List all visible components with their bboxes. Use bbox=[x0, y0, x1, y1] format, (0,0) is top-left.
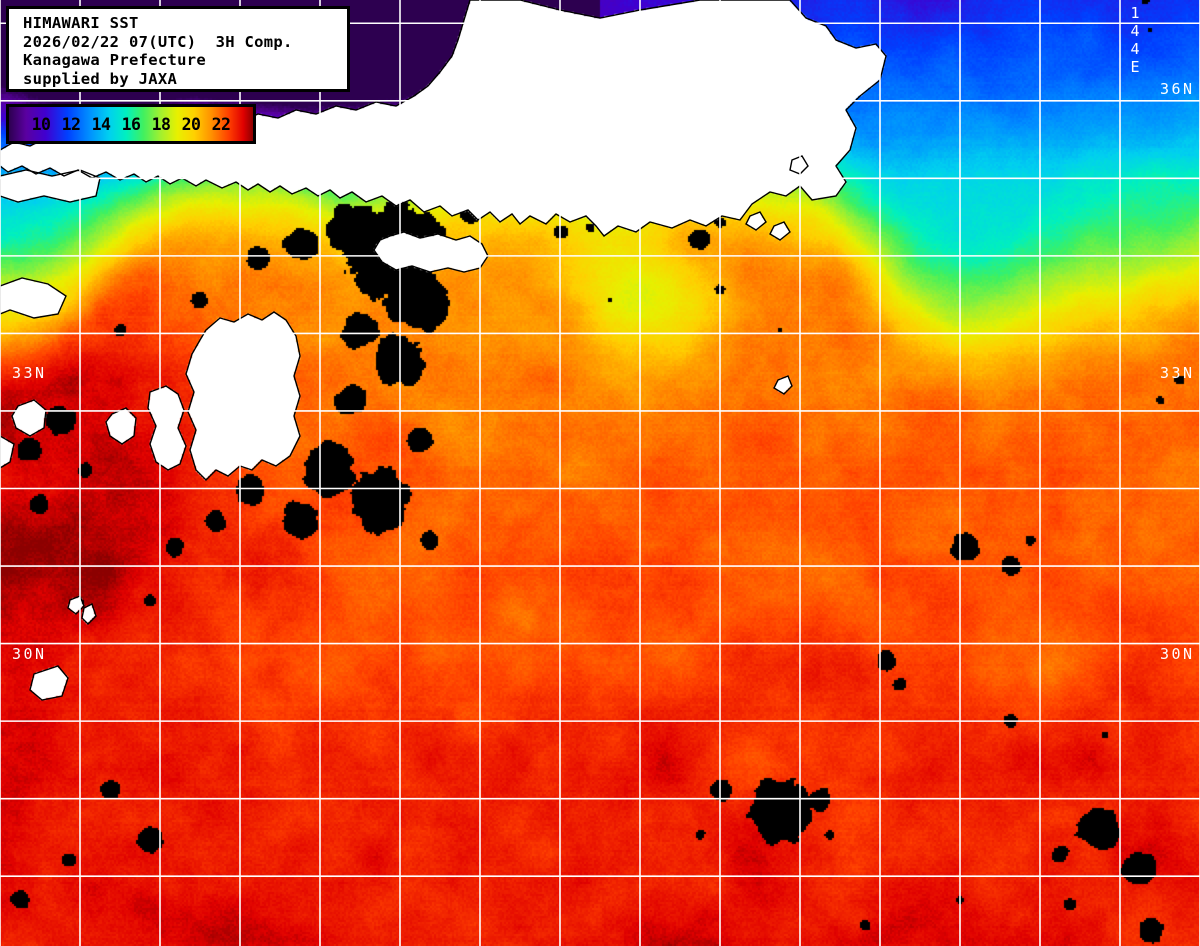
colorbar-tick: 12 bbox=[61, 114, 81, 134]
colorbar-tick: 18 bbox=[151, 114, 171, 134]
sst-colorbar: 10 12 14 16 18 20 22 bbox=[6, 104, 256, 144]
title-line-product: HIMAWARI SST bbox=[23, 14, 139, 32]
title-line-datetime: 2026/02/22 07(UTC) 3H Comp. bbox=[23, 32, 293, 51]
colorbar-tick: 16 bbox=[121, 114, 141, 134]
legend-title-box: HIMAWARI SST 2026/02/22 07(UTC) 3H Comp.… bbox=[6, 6, 350, 92]
colorbar-tick: 14 bbox=[91, 114, 111, 134]
title-line-source: supplied by JAXA bbox=[23, 69, 178, 88]
colorbar-tick: 22 bbox=[211, 114, 231, 134]
title-line-provider: Kanagawa Prefecture bbox=[23, 51, 207, 69]
colorbar-tick: 20 bbox=[181, 114, 201, 134]
colorbar-tick: 10 bbox=[31, 114, 51, 134]
colorbar-tick-labels: 10 12 14 16 18 20 22 bbox=[9, 107, 253, 141]
